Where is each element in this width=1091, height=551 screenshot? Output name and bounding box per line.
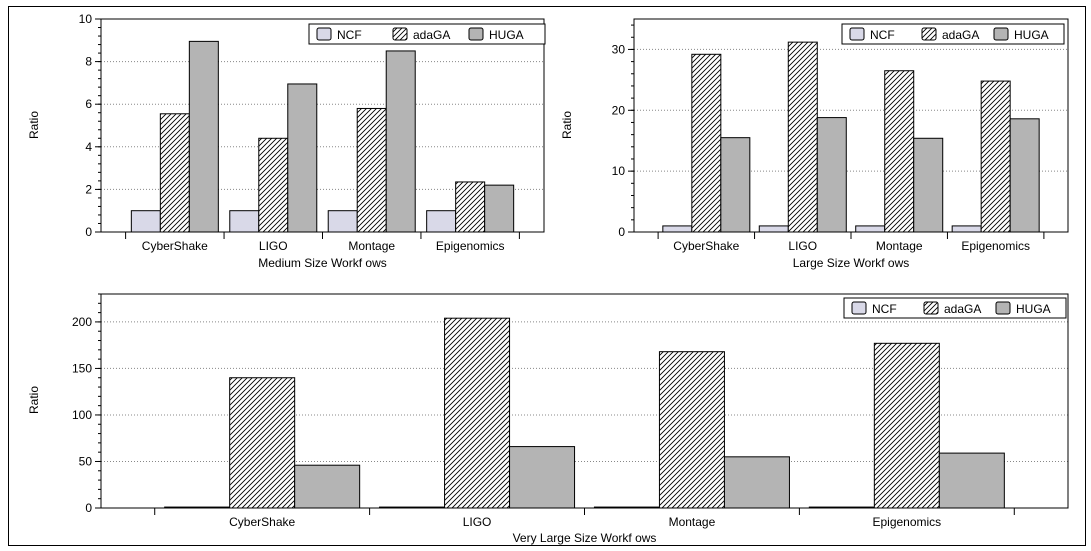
x-axis-label: Large Size Workf ows bbox=[793, 256, 910, 270]
legend-label-huga: HUGA bbox=[1014, 28, 1049, 42]
y-tick-label: 30 bbox=[612, 42, 626, 56]
bar-ncf-epigenomics bbox=[951, 225, 982, 233]
bar-huga-epigenomics bbox=[1009, 118, 1040, 233]
x-tick-label: LIGO bbox=[463, 515, 492, 529]
legend: NCF adaGA HUGA bbox=[841, 23, 1065, 45]
legend-label-ncf: NCF bbox=[872, 302, 897, 316]
bar-adaga-cybershake bbox=[229, 377, 296, 509]
plot-area-frame bbox=[100, 18, 545, 233]
bar-huga-ligo bbox=[287, 83, 318, 233]
y-tick-label: 20 bbox=[612, 103, 626, 117]
x-tick-label: Montage bbox=[348, 239, 395, 253]
y-tick-label: 150 bbox=[72, 361, 92, 375]
bar-adaga-ligo bbox=[787, 41, 818, 233]
y-tick-label: 200 bbox=[72, 315, 92, 329]
bar-huga-montage bbox=[913, 137, 944, 233]
legend-label-ncf: NCF bbox=[337, 28, 362, 42]
legend-swatch-huga bbox=[468, 27, 484, 41]
legend-swatch-huga bbox=[993, 27, 1009, 41]
bar-adaga-montage bbox=[884, 70, 915, 233]
legend: NCF adaGA HUGA bbox=[308, 23, 546, 45]
chart-3: 0 50 100 150 200 CyberShake LIGO Montage Epigeno… bbox=[27, 293, 1069, 545]
x-tick-label: CyberShake bbox=[673, 239, 739, 253]
x-tick-label: LIGO bbox=[788, 239, 817, 253]
y-tick-label: 4 bbox=[85, 140, 92, 154]
y-tick-label: 10 bbox=[612, 164, 626, 178]
x-tick-label: Epigenomics bbox=[961, 239, 1030, 253]
bar-adaga-epigenomics bbox=[980, 80, 1011, 233]
bar-ncf-cybershake bbox=[130, 210, 161, 233]
legend-swatch-huga bbox=[995, 301, 1011, 315]
bar-adaga-epigenomics bbox=[455, 181, 486, 233]
x-tick-label: CyberShake bbox=[229, 515, 295, 529]
y-axis-label: Ratio bbox=[27, 111, 41, 139]
y-axis-label: Ratio bbox=[27, 386, 41, 414]
legend-box bbox=[308, 23, 546, 45]
x-tick-label: Montage bbox=[669, 515, 716, 529]
legend-swatch-adaga bbox=[921, 27, 937, 41]
y-tick-label: 0 bbox=[618, 225, 625, 239]
legend-box bbox=[843, 297, 1067, 319]
x-tick-label: LIGO bbox=[259, 239, 288, 253]
bar-huga-cybershake bbox=[720, 137, 751, 233]
legend-swatch-ncf bbox=[849, 27, 865, 41]
bar-huga-montage bbox=[723, 456, 790, 509]
legend-label-adaga: adaGA bbox=[942, 28, 979, 42]
y-tick-label: 100 bbox=[72, 408, 92, 422]
legend-label-ncf: NCF bbox=[870, 28, 895, 42]
x-tick-label: Epigenomics bbox=[436, 239, 505, 253]
y-tick-label: 2 bbox=[85, 182, 92, 196]
legend-box bbox=[841, 23, 1065, 45]
plot-area-frame bbox=[100, 293, 1069, 509]
bar-huga-cybershake bbox=[294, 464, 361, 509]
x-tick-label: Epigenomics bbox=[872, 515, 941, 529]
legend-label-adaga: adaGA bbox=[944, 302, 981, 316]
bar-adaga-cybershake bbox=[691, 53, 722, 233]
y-tick-label: 50 bbox=[79, 454, 93, 468]
legend-swatch-adaga bbox=[392, 27, 408, 41]
legend-label-huga: HUGA bbox=[489, 28, 524, 42]
bar-huga-epigenomics bbox=[938, 452, 1005, 509]
legend-swatch-adaga bbox=[923, 301, 939, 315]
bar-adaga-epigenomics bbox=[873, 342, 940, 509]
bar-huga-epigenomics bbox=[484, 184, 515, 233]
x-tick-label: Montage bbox=[876, 239, 923, 253]
legend-label-huga: HUGA bbox=[1016, 302, 1051, 316]
bar-huga-montage bbox=[385, 50, 416, 233]
bar-ncf-montage bbox=[327, 210, 358, 233]
bar-adaga-ligo bbox=[258, 137, 289, 233]
y-tick-label: 0 bbox=[85, 225, 92, 239]
bar-ncf-cybershake bbox=[662, 225, 693, 233]
y-axis-label: Ratio bbox=[560, 111, 574, 139]
x-tick-label: CyberShake bbox=[142, 239, 208, 253]
bar-ncf-montage bbox=[855, 225, 886, 233]
bar-ncf-ligo bbox=[229, 210, 260, 233]
bar-adaga-cybershake bbox=[159, 113, 190, 233]
chart-1: 0 2 4 6 8 10 CyberShake LIGO Montage Epigenomics R… bbox=[27, 12, 546, 270]
legend: NCF adaGA HUGA bbox=[843, 297, 1067, 319]
y-tick-label: 8 bbox=[85, 55, 92, 69]
bar-adaga-ligo bbox=[444, 317, 511, 509]
chart-2: 0 10 20 30 CyberShake LIGO Montage Epigenomics R… bbox=[560, 18, 1069, 270]
legend-label-adaga: adaGA bbox=[413, 28, 450, 42]
bar-huga-ligo bbox=[816, 117, 847, 233]
bar-huga-ligo bbox=[509, 446, 576, 509]
y-tick-label: 6 bbox=[85, 97, 92, 111]
y-tick-label: 0 bbox=[85, 501, 92, 515]
plot-area-frame bbox=[633, 18, 1069, 233]
bar-adaga-montage bbox=[658, 351, 725, 509]
bar-ncf-ligo bbox=[758, 225, 789, 233]
legend-swatch-ncf bbox=[851, 301, 867, 315]
legend-swatch-ncf bbox=[316, 27, 332, 41]
bar-ncf-epigenomics bbox=[426, 210, 457, 233]
x-axis-label: Very Large Size Workf ows bbox=[513, 531, 657, 545]
y-tick-label: 10 bbox=[79, 12, 93, 26]
bar-huga-cybershake bbox=[188, 40, 219, 233]
bar-adaga-montage bbox=[356, 107, 387, 233]
x-axis-label: Medium Size Workf ows bbox=[258, 256, 386, 270]
